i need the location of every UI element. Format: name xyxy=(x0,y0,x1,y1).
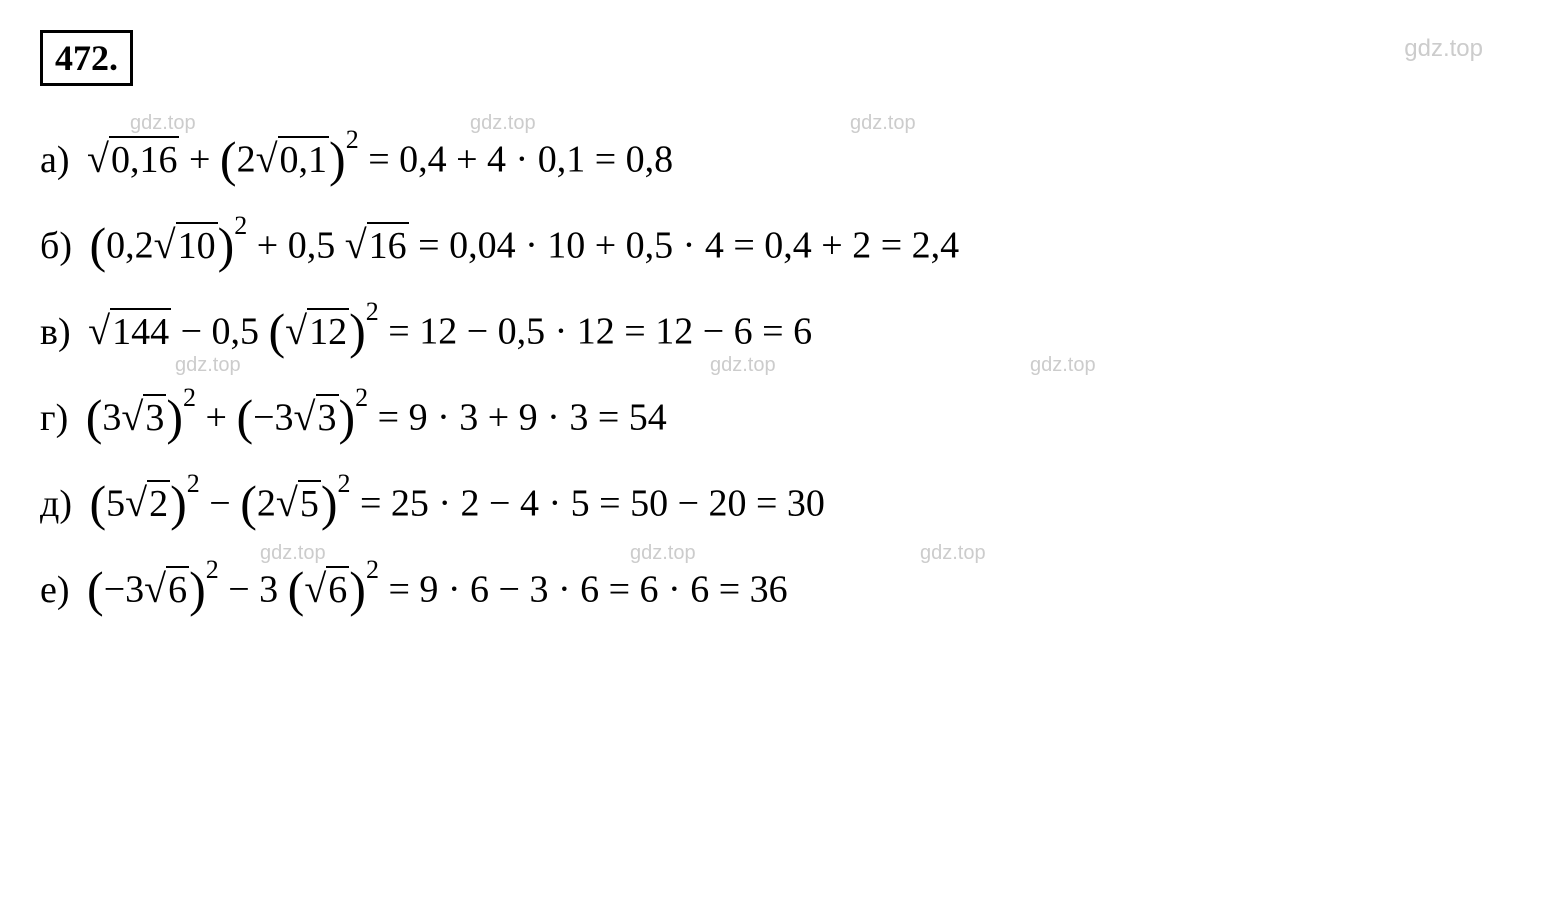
exponent: 2 xyxy=(355,383,368,412)
close-paren: ) xyxy=(189,561,206,617)
equation-d: г) (3√3)2 + (−3√3)2 = 9 · 3 + 9 · 3 = 54 xyxy=(40,392,1513,450)
plus-text: + xyxy=(189,139,220,181)
open-paren: ( xyxy=(236,389,253,445)
exponent: 2 xyxy=(183,383,196,412)
open-paren: ( xyxy=(288,561,305,617)
sqrt-term: √5 xyxy=(276,479,321,526)
equals-text: = xyxy=(368,139,399,181)
sqrt-term: √2 xyxy=(125,479,170,526)
sqrt-term: √12 xyxy=(285,307,349,354)
calculation: = 12 − 0,5 · 12 = 12 − 6 = 6 xyxy=(388,311,812,353)
close-paren: ) xyxy=(349,303,366,359)
coefficient: 2 xyxy=(237,139,256,181)
sqrt-term: √3 xyxy=(294,393,339,440)
sqrt-term: √10 xyxy=(154,221,218,268)
watermark-inline: gdz.top xyxy=(470,112,536,135)
coefficient: −3 xyxy=(253,397,293,439)
open-paren: ( xyxy=(269,303,286,359)
calculation: = 0,04 · 10 + 0,5 · 4 = 0,4 + 2 = 2,4 xyxy=(418,225,959,267)
equation-a: gdz.top gdz.top gdz.top а) √0,16 + (2√0,… xyxy=(40,134,1513,192)
sqrt-term: √3 xyxy=(121,393,166,440)
calculation: = 25 · 2 − 4 · 5 = 50 − 20 = 30 xyxy=(360,483,825,525)
coefficient: 2 xyxy=(257,483,276,525)
close-paren: ) xyxy=(339,389,356,445)
equation-label: б) xyxy=(40,225,72,267)
watermark-inline: gdz.top xyxy=(1030,354,1096,377)
coefficient: 3 xyxy=(102,397,121,439)
exponent: 2 xyxy=(187,469,200,498)
intermediate: 0,4 + 4 · 0,1 xyxy=(399,139,585,181)
equation-e: д) (5√2)2 − (2√5)2 = 25 · 2 − 4 · 5 = 50… xyxy=(40,478,1513,536)
equation-b: б) (0,2√10)2 + 0,5 √16 = 0,04 · 10 + 0,5… xyxy=(40,220,1513,278)
plus-text: + 0,5 xyxy=(257,225,335,267)
equation-label: а) xyxy=(40,139,70,181)
minus-text: − 3 xyxy=(228,569,278,611)
watermark-inline: gdz.top xyxy=(630,542,696,565)
exponent: 2 xyxy=(206,555,219,584)
coefficient: −3 xyxy=(104,569,144,611)
coefficient: 5 xyxy=(106,483,125,525)
sqrt-term: √0,1 xyxy=(256,135,329,182)
coefficient: 0,2 xyxy=(106,225,154,267)
minus-text: − xyxy=(209,483,240,525)
minus-text: − 0,5 xyxy=(181,311,259,353)
close-paren: ) xyxy=(321,475,338,531)
exponent: 2 xyxy=(346,125,359,154)
result: 0,8 xyxy=(626,139,674,181)
sqrt-term: √144 xyxy=(88,307,171,354)
equation-label: в) xyxy=(40,311,71,353)
equation-label: г) xyxy=(40,397,68,439)
close-paren: ) xyxy=(170,475,187,531)
exponent: 2 xyxy=(366,555,379,584)
equation-c: gdz.top gdz.top gdz.top в) √144 − 0,5 (√… xyxy=(40,306,1513,364)
problem-number: 472. xyxy=(55,38,118,78)
sqrt-term: √6 xyxy=(304,565,349,612)
equation-f: gdz.top gdz.top gdz.top е) (−3√6)2 − 3 (… xyxy=(40,564,1513,622)
plus-text: + xyxy=(206,397,237,439)
watermark-inline: gdz.top xyxy=(920,542,986,565)
close-paren: ) xyxy=(329,131,346,187)
equals-text: = xyxy=(595,139,626,181)
watermark-inline: gdz.top xyxy=(130,112,196,135)
exponent: 2 xyxy=(337,469,350,498)
watermark-inline: gdz.top xyxy=(175,354,241,377)
sqrt-term: √16 xyxy=(345,221,409,268)
watermark-top-right: gdz.top xyxy=(1404,35,1483,63)
equation-label: е) xyxy=(40,569,70,611)
open-paren: ( xyxy=(86,389,103,445)
problem-number-box: 472. xyxy=(40,30,133,86)
exponent: 2 xyxy=(234,211,247,240)
open-paren: ( xyxy=(220,131,237,187)
watermark-inline: gdz.top xyxy=(850,112,916,135)
watermark-inline: gdz.top xyxy=(710,354,776,377)
sqrt-term: √0,16 xyxy=(87,135,179,182)
open-paren: ( xyxy=(87,561,104,617)
open-paren: ( xyxy=(90,217,107,273)
calculation: = 9 · 6 − 3 · 6 = 6 · 6 = 36 xyxy=(388,569,787,611)
close-paren: ) xyxy=(218,217,235,273)
sqrt-term: √6 xyxy=(144,565,189,612)
calculation: = 9 · 3 + 9 · 3 = 54 xyxy=(378,397,667,439)
equation-label: д) xyxy=(40,483,72,525)
close-paren: ) xyxy=(166,389,183,445)
close-paren: ) xyxy=(349,561,366,617)
open-paren: ( xyxy=(90,475,107,531)
open-paren: ( xyxy=(240,475,257,531)
exponent: 2 xyxy=(366,297,379,326)
